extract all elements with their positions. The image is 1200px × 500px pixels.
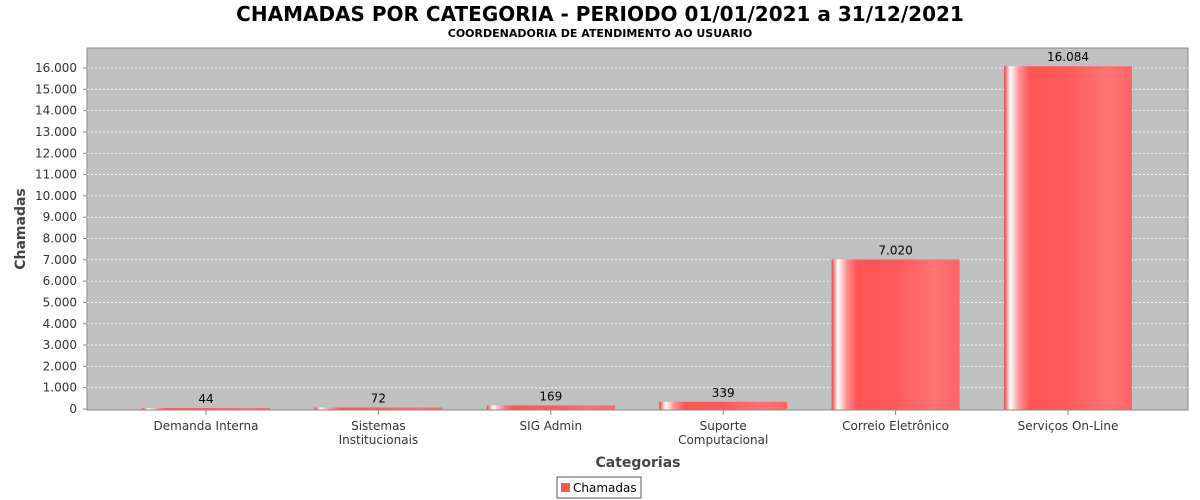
x-tick-label: Suporte Computacional (678, 419, 768, 447)
y-tick-label: 15.000 (35, 82, 77, 96)
y-axis-label: Chamadas (13, 188, 29, 270)
y-tick-label: 16.000 (35, 61, 77, 75)
y-tick-label: 11.000 (35, 168, 77, 182)
x-axis-ticks: Demanda Interna Sistemas Institucionais SIG… (154, 410, 1119, 447)
legend-label: Chamadas (573, 481, 637, 495)
y-tick-label: 10.000 (35, 189, 77, 203)
y-tick-label: 12.000 (35, 146, 77, 160)
bar-value-label: 169 (539, 389, 562, 403)
bar (1004, 66, 1132, 410)
x-axis-label: Categorias (595, 455, 680, 471)
y-tick-label: 2.000 (43, 359, 77, 373)
bar-value-label: 44 (198, 392, 213, 406)
y-tick-label: 13.000 (35, 125, 77, 139)
legend-swatch (561, 483, 570, 492)
y-tick-label: 1.000 (43, 381, 77, 395)
chart-subtitle: COORDENADORIA DE ATENDIMENTO AO USUARIO (448, 27, 753, 40)
y-tick-label: 9.000 (43, 210, 77, 224)
bar (831, 259, 960, 410)
bar (486, 405, 615, 410)
y-axis-ticks: 0 1.000 2.000 3.000 4.000 5.000 6.000 7.000 8.00… (35, 61, 87, 416)
bar-value-label: 16.084 (1047, 50, 1089, 64)
bar (659, 401, 788, 410)
bar (314, 407, 443, 410)
x-tick-label: Correio Eletrônico (842, 419, 949, 433)
y-tick-label: 8.000 (43, 232, 77, 246)
y-tick-label: 5.000 (43, 295, 77, 309)
bar-value-label: 339 (712, 386, 735, 400)
y-tick-label: 0 (69, 402, 77, 416)
legend: Chamadas (556, 476, 642, 499)
x-tick-label: Serviços On-Line (1018, 419, 1119, 433)
bar (142, 408, 270, 410)
x-tick-label: Sistemas Institucionais (339, 419, 419, 447)
y-tick-label: 6.000 (43, 274, 77, 288)
bars (142, 66, 1132, 410)
bar-value-label: 72 (371, 391, 386, 405)
y-tick-label: 3.000 (43, 338, 77, 352)
x-tick-label: SIG Admin (520, 419, 583, 433)
chart-title: CHAMADAS POR CATEGORIA - PERIODO 01/01/2… (236, 2, 964, 26)
y-tick-label: 4.000 (43, 317, 77, 331)
bar-value-label: 7.020 (878, 243, 912, 257)
y-tick-label: 14.000 (35, 104, 77, 118)
x-tick-label: Demanda Interna (154, 419, 259, 433)
legend-box (556, 476, 642, 499)
y-tick-label: 7.000 (43, 253, 77, 267)
data-labels: 44 72 169 339 7.020 16.084 (198, 50, 1089, 406)
